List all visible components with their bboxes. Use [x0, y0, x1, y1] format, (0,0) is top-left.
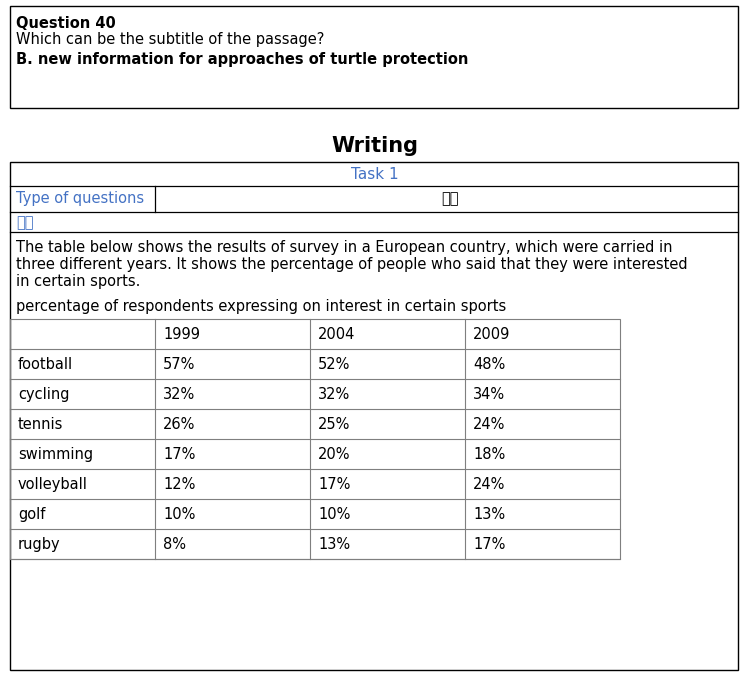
Text: 10%: 10% [163, 507, 195, 522]
Text: 34%: 34% [473, 387, 505, 402]
Text: 48%: 48% [473, 357, 505, 372]
Text: 题目: 题目 [16, 215, 34, 230]
Text: in certain sports.: in certain sports. [16, 274, 140, 289]
Text: Type of questions: Type of questions [16, 191, 144, 206]
Text: 8%: 8% [163, 537, 186, 552]
Text: 57%: 57% [163, 357, 195, 372]
Text: 13%: 13% [318, 537, 350, 552]
Text: Writing: Writing [331, 136, 418, 156]
Text: 24%: 24% [473, 477, 505, 492]
Text: 2004: 2004 [318, 327, 355, 342]
Text: tennis: tennis [18, 417, 63, 432]
Text: The table below shows the results of survey in a European country, which were ca: The table below shows the results of sur… [16, 240, 672, 255]
Text: 17%: 17% [473, 537, 505, 552]
Text: 32%: 32% [318, 387, 350, 402]
Text: 25%: 25% [318, 417, 351, 432]
Text: three different years. It shows the percentage of people who said that they were: three different years. It shows the perc… [16, 257, 688, 272]
Text: 52%: 52% [318, 357, 351, 372]
Text: volleyball: volleyball [18, 477, 88, 492]
Text: 26%: 26% [163, 417, 195, 432]
Bar [10, 319, 620, 559]
Text: 20%: 20% [318, 447, 351, 462]
Text: Question 40: Question 40 [16, 16, 116, 31]
Text: 24%: 24% [473, 417, 505, 432]
Text: rugby: rugby [18, 537, 61, 552]
Text: 10%: 10% [318, 507, 351, 522]
Bar [10, 6, 738, 108]
Text: percentage of respondents expressing on interest in certain sports: percentage of respondents expressing on … [16, 299, 506, 314]
Text: cycling: cycling [18, 387, 70, 402]
Text: 17%: 17% [318, 477, 351, 492]
Text: Which can be the subtitle of the passage?: Which can be the subtitle of the passage… [16, 32, 324, 47]
Text: B. new information for approaches of turtle protection: B. new information for approaches of tur… [16, 52, 469, 67]
Text: 13%: 13% [473, 507, 505, 522]
Text: 2009: 2009 [473, 327, 511, 342]
Text: 32%: 32% [163, 387, 195, 402]
Text: 18%: 18% [473, 447, 505, 462]
Text: Task 1: Task 1 [351, 167, 399, 182]
Bar [10, 162, 738, 670]
Text: swimming: swimming [18, 447, 93, 462]
Text: football: football [18, 357, 73, 372]
Text: 1999: 1999 [163, 327, 200, 342]
Text: 12%: 12% [163, 477, 195, 492]
Text: 表格: 表格 [442, 191, 459, 206]
Text: 17%: 17% [163, 447, 195, 462]
Text: golf: golf [18, 507, 45, 522]
